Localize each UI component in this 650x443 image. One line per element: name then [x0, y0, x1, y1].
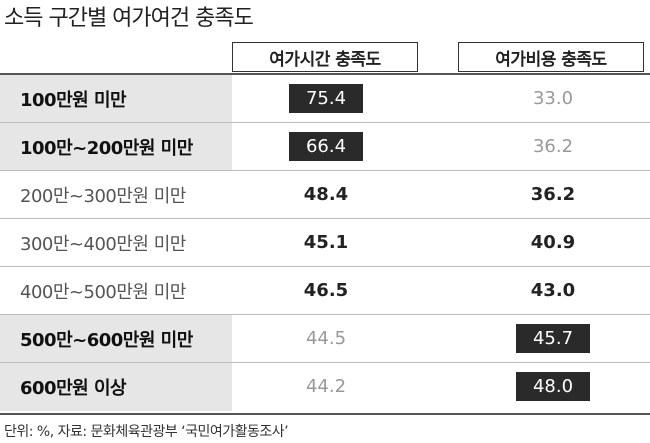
value-cell: 40.9	[530, 232, 576, 253]
row-label: 400만~500만원 미만	[20, 281, 186, 303]
row-label: 100만원 미만	[0, 75, 232, 122]
value-cell: 48.0	[516, 372, 590, 401]
value-cell: 66.4	[289, 132, 363, 161]
value-cell: 36.2	[532, 136, 574, 157]
value-cell: 45.7	[516, 324, 590, 353]
row-label: 300만~400만원 미만	[20, 233, 186, 255]
table-row: 100만원 미만 75.4 33.0	[0, 75, 650, 123]
value-cell: 46.5	[303, 280, 349, 301]
value-cell: 45.1	[303, 232, 349, 253]
row-label: 500만~600만원 미만	[0, 315, 232, 362]
value-cell: 44.5	[305, 328, 347, 349]
row-label: 600만원 이상	[0, 363, 232, 411]
rule	[0, 413, 650, 415]
rule	[0, 73, 650, 75]
table-row: 300만~400만원 미만 45.1 40.9	[0, 219, 650, 267]
table-row: 400만~500만원 미만 46.5 43.0	[0, 267, 650, 315]
row-label: 200만~300만원 미만	[20, 185, 186, 207]
title: 소득 구간별 여가여건 충족도	[4, 6, 254, 31]
value-cell: 44.2	[305, 376, 347, 397]
value-cell: 36.2	[530, 184, 576, 205]
column-header: 여가시간 충족도	[232, 42, 418, 72]
value-cell: 33.0	[532, 88, 574, 109]
table-row: 100만~200만원 미만 66.4 36.2	[0, 123, 650, 171]
value-cell: 43.0	[530, 280, 576, 301]
value-cell: 48.4	[303, 184, 349, 205]
table-row: 500만~600만원 미만 44.5 45.7	[0, 315, 650, 363]
row-label: 100만~200만원 미만	[0, 123, 232, 170]
column-header: 여가비용 충족도	[458, 42, 644, 72]
value-cell: 75.4	[289, 84, 363, 113]
table-row: 200만~300만원 미만 48.4 36.2	[0, 171, 650, 219]
table-row: 600만원 이상 44.2 48.0	[0, 363, 650, 411]
footnote: 단위: %, 자료: 문화체육관광부 ‘국민여가활동조사’	[4, 424, 289, 440]
